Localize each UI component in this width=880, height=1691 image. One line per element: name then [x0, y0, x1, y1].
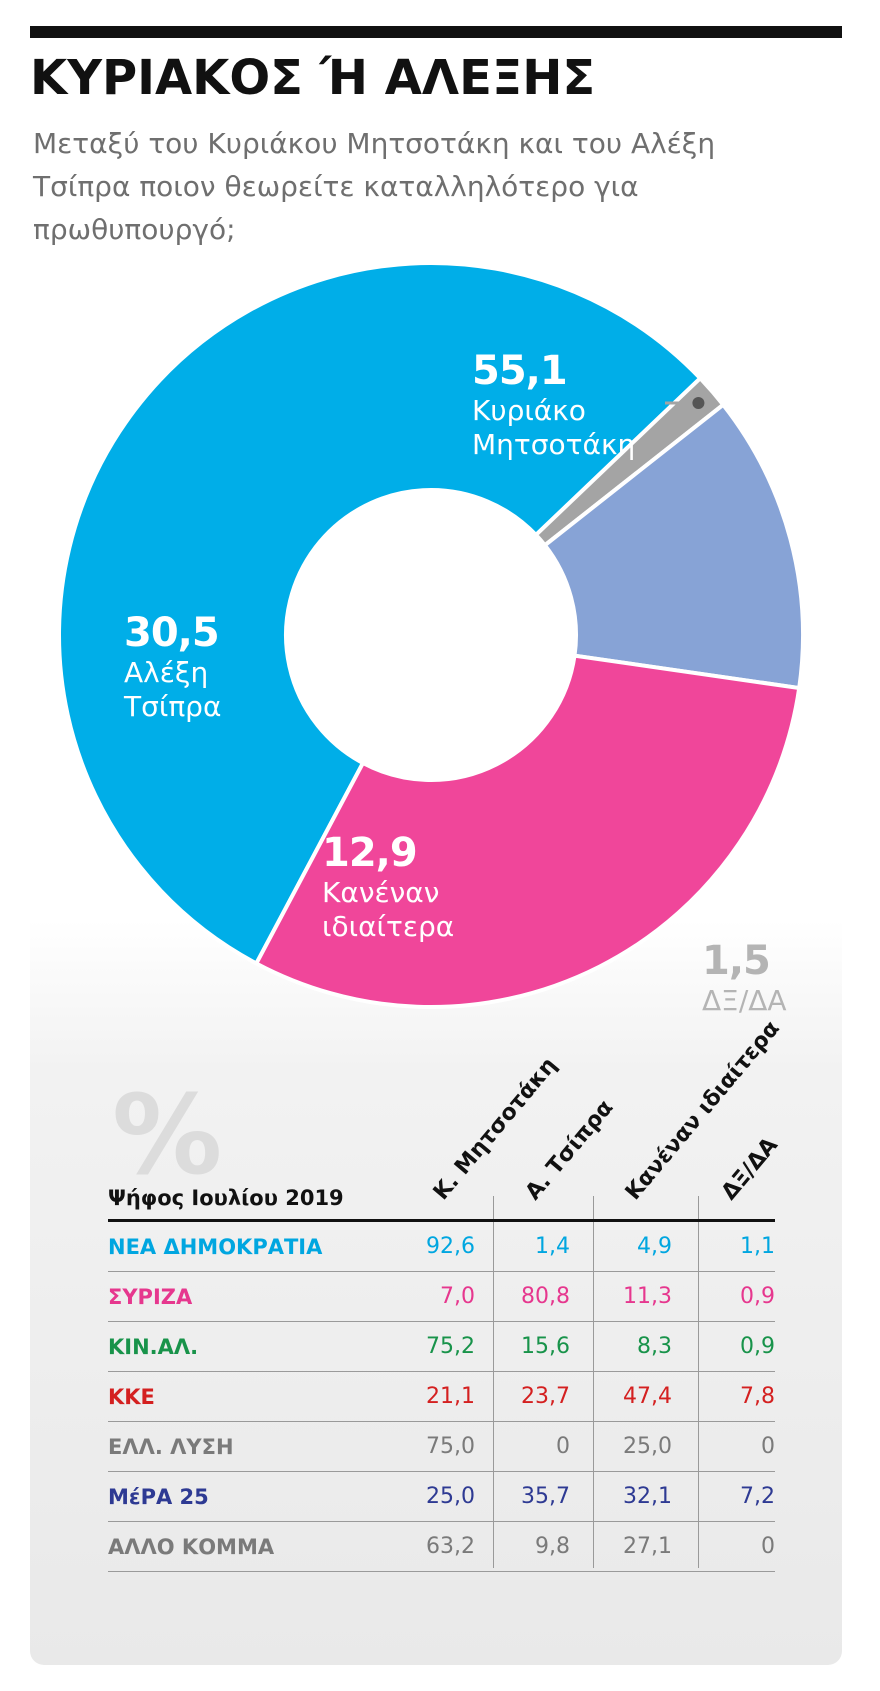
slice-label-tsipras: 30,5 Αλέξη Τσίπρα	[124, 610, 221, 724]
row-divider	[108, 1371, 775, 1372]
table-row: ΣΥΡΙΖΑ 7,0 80,8 11,3 0,9	[108, 1272, 775, 1322]
slice-name-mitsotakis-line1: Κυριάκο	[472, 394, 586, 427]
party-name: ΕΛΛ. ΛΥΣΗ	[108, 1435, 234, 1459]
slice-name-tsipras-line1: Αλέξη	[124, 656, 209, 689]
table-cell: 8,3	[637, 1334, 672, 1359]
table-cell: 27,1	[623, 1534, 672, 1559]
table-cell: 15,6	[521, 1334, 570, 1359]
party-name: ΚΚΕ	[108, 1385, 155, 1409]
slice-value-dk: 1,5	[702, 938, 771, 984]
row-divider	[108, 1471, 775, 1472]
donut-chart	[57, 261, 805, 1009]
row-divider	[108, 1321, 775, 1322]
donut-slice-0	[57, 261, 704, 967]
slice-value-none: 12,9	[322, 830, 418, 876]
table-cell: 9,8	[535, 1534, 570, 1559]
slice-label-dk: 1,5 ΔΞ/ΔΑ	[702, 938, 787, 1018]
page-subtitle: Μεταξύ του Κυριάκου Μητσοτάκη και του Αλ…	[33, 127, 716, 246]
table-header-rule	[108, 1219, 775, 1222]
slice-name-mitsotakis-line2: Μητσοτάκη	[472, 428, 636, 461]
table-cell: 7,0	[440, 1284, 475, 1309]
party-name: ΝΕΑ ΔΗΜΟΚΡΑΤΙΑ	[108, 1235, 323, 1259]
party-name: ΚΙΝ.ΑΛ.	[108, 1335, 199, 1359]
top-rule	[30, 26, 842, 38]
table-row: ΚΚΕ 21,1 23,7 47,4 7,8	[108, 1372, 775, 1422]
table-row: ΕΛΛ. ΛΥΣΗ 75,0 0 25,0 0	[108, 1422, 775, 1472]
party-name: ΣΥΡΙΖΑ	[108, 1285, 193, 1309]
table-cell: 0,9	[740, 1334, 775, 1359]
table-panel	[30, 920, 842, 1665]
table-cell: 0,9	[740, 1284, 775, 1309]
table-cell: 21,1	[426, 1384, 475, 1409]
column-divider	[493, 1196, 494, 1568]
slice-name-none-line2: ιδιαίτερα	[322, 910, 455, 943]
slice-name-tsipras-line2: Τσίπρα	[124, 690, 222, 723]
table-cell: 0	[556, 1434, 570, 1459]
row-divider	[108, 1421, 775, 1422]
table-cell: 92,6	[426, 1234, 475, 1259]
table-row: ΑΛΛΟ ΚΟΜΜΑ 63,2 9,8 27,1 0	[108, 1522, 775, 1572]
table-cell: 25,0	[426, 1484, 475, 1509]
table-caption: Ψήφος Ιουλίου 2019	[108, 1186, 344, 1210]
table-cell: 4,9	[637, 1234, 672, 1259]
table-row: ΝΕΑ ΔΗΜΟΚΡΑΤΙΑ 92,6 1,4 4,9 1,1	[108, 1222, 775, 1272]
table-cell: 11,3	[623, 1284, 672, 1309]
slice-name-none-line1: Κανέναν	[322, 876, 440, 909]
table-cell: 47,4	[623, 1384, 672, 1409]
table-cell: 75,2	[426, 1334, 475, 1359]
slice-label-mitsotakis: 55,1 Κυριάκο Μητσοτάκη	[472, 348, 635, 462]
table-row: ΜέΡΑ 25 25,0 35,7 32,1 7,2	[108, 1472, 775, 1522]
table-cell: 7,2	[740, 1484, 775, 1509]
table-row: ΚΙΝ.ΑΛ. 75,2 15,6 8,3 0,9	[108, 1322, 775, 1372]
table-cell: 32,1	[623, 1484, 672, 1509]
table-cell: 7,8	[740, 1384, 775, 1409]
column-divider	[593, 1196, 594, 1568]
row-divider	[108, 1571, 775, 1572]
table-cell: 0	[761, 1434, 775, 1459]
table-cell: 0	[761, 1534, 775, 1559]
table-cell: 23,7	[521, 1384, 570, 1409]
donut-slice-2	[542, 401, 805, 691]
slice-name-dk: ΔΞ/ΔΑ	[702, 984, 787, 1017]
table-cell: 75,0	[426, 1434, 475, 1459]
slice-value-mitsotakis: 55,1	[472, 348, 568, 394]
slice-value-tsipras: 30,5	[124, 610, 220, 656]
percent-symbol: %	[112, 1071, 223, 1199]
table-cell: 1,4	[535, 1234, 570, 1259]
row-divider	[108, 1521, 775, 1522]
page-title: ΚΥΡΙΑΚΟΣ Ή ΑΛΕΞΗΣ	[30, 50, 596, 106]
column-divider	[698, 1196, 699, 1568]
slice-label-none: 12,9 Κανέναν ιδιαίτερα	[322, 830, 454, 944]
row-divider	[108, 1271, 775, 1272]
party-name: ΜέΡΑ 25	[108, 1485, 209, 1509]
table-cell: 25,0	[623, 1434, 672, 1459]
table-cell: 63,2	[426, 1534, 475, 1559]
donut-slice-3	[253, 653, 802, 1009]
dk-leader-dot	[692, 397, 705, 410]
table-cell: 80,8	[521, 1284, 570, 1309]
table-cell: 35,7	[521, 1484, 570, 1509]
party-name: ΑΛΛΟ ΚΟΜΜΑ	[108, 1535, 275, 1559]
table-cell: 1,1	[740, 1234, 775, 1259]
